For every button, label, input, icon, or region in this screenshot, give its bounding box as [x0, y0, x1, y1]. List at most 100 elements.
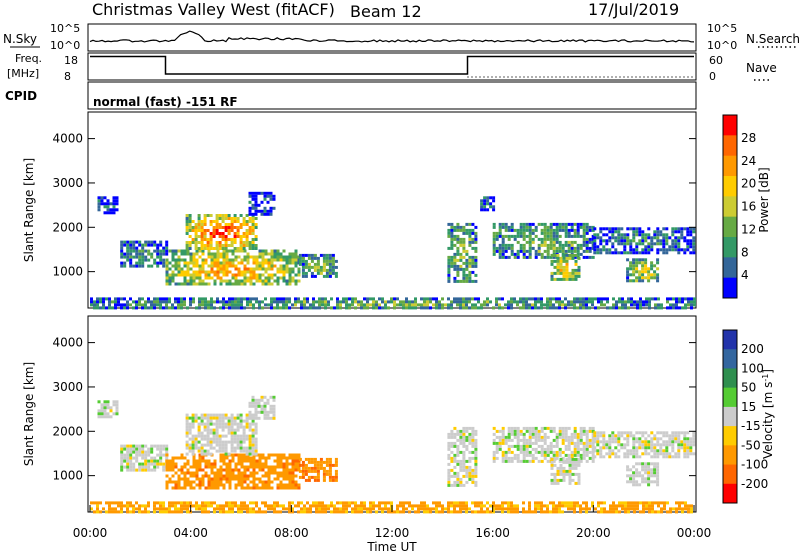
echo-cell	[522, 225, 526, 229]
echo-cell	[552, 234, 556, 238]
echo-cell	[316, 256, 320, 260]
echo-cell	[513, 435, 517, 439]
echo-cell	[629, 449, 633, 453]
echo-cell	[632, 227, 636, 231]
echo-cell	[252, 486, 256, 490]
echo-cell	[450, 243, 454, 247]
echo-cell	[471, 270, 475, 274]
echo-cell	[165, 276, 169, 280]
echo-cell	[282, 270, 286, 274]
echo-cell	[626, 236, 630, 240]
echo-cell	[582, 306, 585, 310]
echo-cell	[264, 504, 267, 508]
echo-cell	[510, 234, 514, 238]
echo-cell	[222, 474, 226, 478]
echo-cell	[251, 431, 255, 435]
echo-cell	[162, 246, 166, 250]
echo-cell	[577, 481, 581, 485]
echo-cell	[650, 248, 654, 252]
echo-cell	[100, 196, 104, 200]
echo-cell	[375, 306, 378, 310]
echo-cell	[639, 300, 642, 304]
echo-cell	[624, 510, 627, 514]
echo-cell	[591, 453, 595, 457]
colorbar-swatch	[723, 237, 737, 258]
echo-cell	[635, 440, 639, 444]
echo-cell	[185, 443, 189, 447]
echo-cell	[555, 306, 558, 310]
echo-cell	[611, 431, 615, 435]
echo-cell	[186, 306, 189, 310]
echo-cell	[629, 245, 633, 249]
echo-cell	[279, 480, 283, 484]
echo-cell	[218, 425, 222, 429]
echo-cell	[267, 465, 271, 469]
echo-cell	[432, 507, 435, 511]
echo-cell	[474, 447, 478, 451]
echo-cell	[507, 300, 510, 304]
echo-cell	[171, 273, 175, 277]
echo-cell	[99, 297, 102, 301]
echo-cell	[474, 465, 478, 469]
echo-cell	[221, 226, 225, 229]
echo-cell	[159, 450, 163, 454]
echo-cell	[310, 457, 314, 461]
echo-cell	[672, 303, 675, 307]
echo-cell	[195, 504, 198, 508]
echo-cell	[447, 297, 450, 301]
echo-cell	[228, 303, 231, 307]
echo-cell	[224, 247, 228, 250]
echo-cell	[313, 478, 317, 482]
echo-cell	[263, 212, 267, 216]
echo-cell	[459, 255, 463, 259]
echo-cell	[231, 477, 235, 481]
echo-cell	[498, 429, 502, 433]
echo-cell	[304, 478, 308, 482]
echo-cell	[141, 510, 144, 514]
echo-cell	[588, 225, 592, 229]
echo-cell	[588, 300, 591, 304]
echo-cell	[215, 419, 219, 423]
echo-cell	[656, 468, 660, 472]
echo-cell	[279, 459, 283, 463]
echo-cell	[234, 504, 237, 508]
echo-cell	[683, 236, 687, 240]
echo-cell	[579, 234, 583, 238]
echo-cell	[248, 440, 252, 444]
echo-cell	[459, 459, 463, 463]
echo-cell	[225, 282, 229, 286]
echo-cell	[686, 440, 690, 444]
echo-cell	[168, 501, 171, 505]
echo-cell	[126, 306, 129, 310]
echo-cell	[215, 232, 219, 235]
echo-cell	[331, 271, 335, 275]
echo-cell	[492, 249, 496, 253]
echo-cell	[588, 297, 591, 301]
echo-cell	[522, 306, 525, 310]
echo-cell	[310, 460, 314, 464]
echo-cell	[201, 282, 205, 286]
colorbar-swatch	[723, 368, 737, 389]
echo-cell	[345, 504, 348, 508]
echo-cell	[165, 273, 169, 277]
echo-cell	[558, 297, 561, 301]
echo-cell	[513, 228, 517, 232]
echo-cell	[465, 507, 468, 511]
echo-cell	[531, 231, 535, 235]
echo-cell	[692, 440, 696, 444]
echo-cell	[264, 486, 268, 490]
echo-cell	[321, 501, 324, 505]
colorbar-tick-label: 4	[741, 268, 749, 282]
echo-cell	[447, 477, 451, 481]
echo-cell	[276, 465, 280, 469]
echo-cell	[450, 240, 454, 244]
echo-cell	[273, 507, 276, 511]
echo-cell	[251, 452, 255, 456]
echo-cell	[221, 425, 225, 429]
echo-cell	[245, 434, 249, 438]
echo-cell	[456, 249, 460, 253]
echo-cell	[269, 395, 273, 399]
echo-cell	[447, 444, 451, 448]
echo-cell	[237, 504, 240, 508]
